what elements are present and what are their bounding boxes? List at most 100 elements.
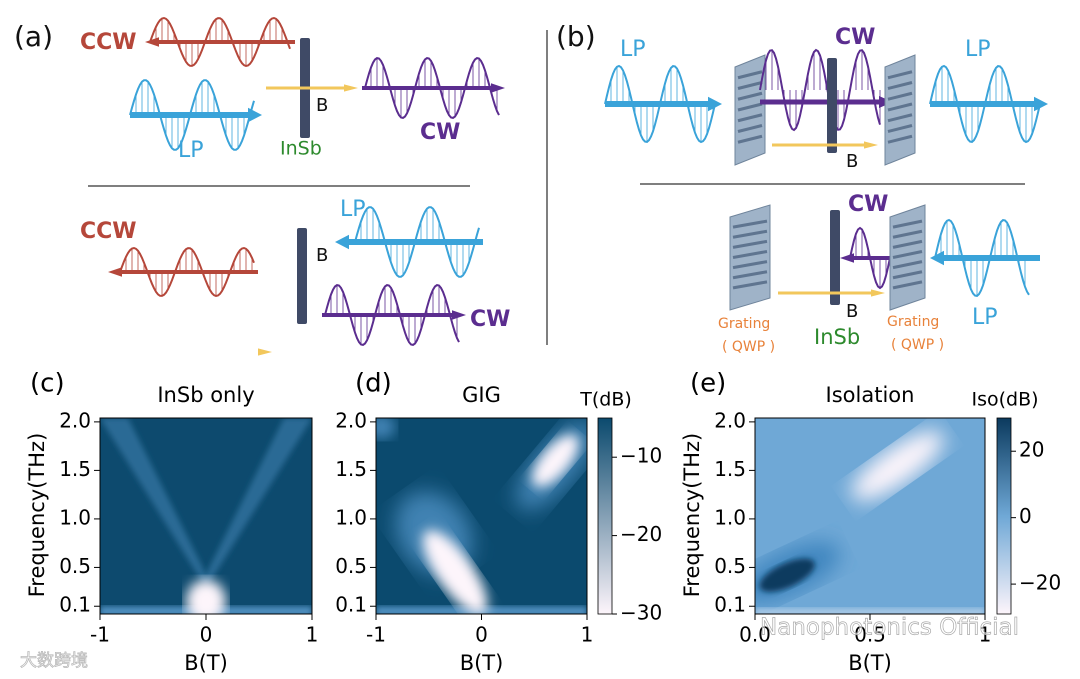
x-tick-label: -1: [90, 623, 110, 647]
label: LP: [620, 37, 646, 62]
x-tick-label: 0.5: [854, 623, 886, 647]
grating-line: [732, 260, 768, 270]
colorbar-label: Iso(dB): [971, 389, 1038, 411]
grating-line: [737, 124, 763, 133]
label: Grating: [718, 316, 770, 332]
colorbar-tick-label: 0: [1019, 504, 1032, 528]
arrow-head: [258, 348, 272, 356]
label: CW: [470, 307, 510, 332]
grating-line: [732, 239, 768, 249]
grating-line: [892, 239, 923, 249]
grating-line: [737, 91, 763, 101]
grating: [729, 204, 771, 311]
wave-hatch: [370, 58, 498, 118]
arrow-head: [708, 96, 722, 112]
arrow-head: [108, 267, 122, 277]
blob: [759, 558, 815, 592]
watermark: 大数跨境: [20, 651, 88, 671]
wave: [849, 226, 895, 290]
grating-line: [887, 102, 913, 112]
wave-hatch: [935, 66, 1039, 142]
colorbar-tick-label: 20: [1019, 438, 1044, 462]
x-tick-label: 1: [306, 623, 319, 647]
panel-label: (e): [690, 369, 726, 399]
grating: [884, 54, 916, 166]
label: LP: [972, 305, 998, 330]
colorbar-label: T(dB): [579, 389, 632, 411]
colorbar-tick-label: −20: [620, 522, 662, 546]
label: InSb: [814, 325, 860, 349]
wave-hatch: [155, 18, 289, 66]
arrow-head: [145, 37, 159, 47]
grating-line: [737, 134, 763, 144]
label: LP: [965, 37, 991, 62]
grating-line: [887, 91, 913, 101]
grating-line: [732, 219, 768, 229]
grating-line: [737, 81, 763, 90]
y-tick-label: 2.0: [714, 408, 746, 432]
y-tick-label: 0.5: [59, 554, 91, 578]
plate: [830, 210, 840, 305]
y-tick-label: 0.1: [714, 593, 746, 617]
x-tick-label: 1: [581, 623, 594, 647]
y-tick-label: 1.5: [59, 457, 91, 481]
y-tick-label: 2.0: [335, 408, 367, 432]
arrow-head: [1034, 96, 1048, 112]
grating-line: [732, 280, 768, 290]
plate: [827, 58, 837, 153]
arrow-head: [248, 107, 262, 123]
band: [100, 418, 210, 582]
label: (b): [556, 20, 596, 53]
arrow-head: [864, 141, 878, 149]
colorbar: [597, 417, 613, 615]
arrow-head: [335, 234, 349, 250]
grating-line: [737, 113, 763, 123]
grating-line: [887, 113, 913, 123]
grating-line: [732, 250, 768, 259]
grating-line: [892, 270, 923, 280]
x-axis-label: B(T): [460, 651, 504, 675]
grating-line: [732, 229, 768, 239]
y-tick-label: 1.5: [335, 457, 367, 481]
grating-line: [732, 270, 768, 280]
label: (a): [14, 20, 53, 53]
wave-hatch: [765, 50, 881, 130]
arrow-head: [930, 250, 944, 266]
label: CW: [848, 192, 888, 217]
label: LP: [340, 197, 366, 222]
grating-line: [887, 70, 913, 80]
heatmap: [100, 418, 312, 614]
y-tick-label: 1.5: [714, 457, 746, 481]
wave: [149, 16, 291, 68]
label: B: [846, 151, 858, 172]
grating: [734, 54, 766, 166]
panel-label: (c): [30, 369, 65, 399]
grating-line: [892, 219, 923, 229]
grating-line: [892, 250, 923, 259]
y-tick-label: 0.5: [714, 554, 746, 578]
colorbar: [996, 417, 1012, 615]
label: CCW: [80, 219, 137, 244]
wave-hatch: [940, 220, 1026, 296]
x-tick-label: 0: [475, 623, 488, 647]
band: [202, 418, 312, 582]
arrow-head: [491, 83, 505, 93]
x-tick-label: -1: [366, 623, 386, 647]
arrow-head: [452, 310, 466, 320]
grating-line: [892, 260, 923, 270]
arrow-head: [871, 289, 885, 297]
x-axis-label: B(T): [848, 651, 892, 675]
blob: [422, 530, 488, 614]
wave-hatch: [135, 81, 245, 149]
label: ( QWP ): [891, 337, 944, 353]
chart-title: GIG: [462, 383, 501, 407]
x-tick-label: 1: [979, 623, 992, 647]
y-tick-label: 1.0: [335, 505, 367, 529]
y-tick-label: 1.0: [59, 505, 91, 529]
panel-label: (d): [355, 369, 392, 399]
label: CW: [420, 120, 460, 145]
colorbar-tick-label: −10: [620, 444, 662, 468]
blob: [376, 418, 396, 439]
label: CCW: [80, 30, 137, 55]
